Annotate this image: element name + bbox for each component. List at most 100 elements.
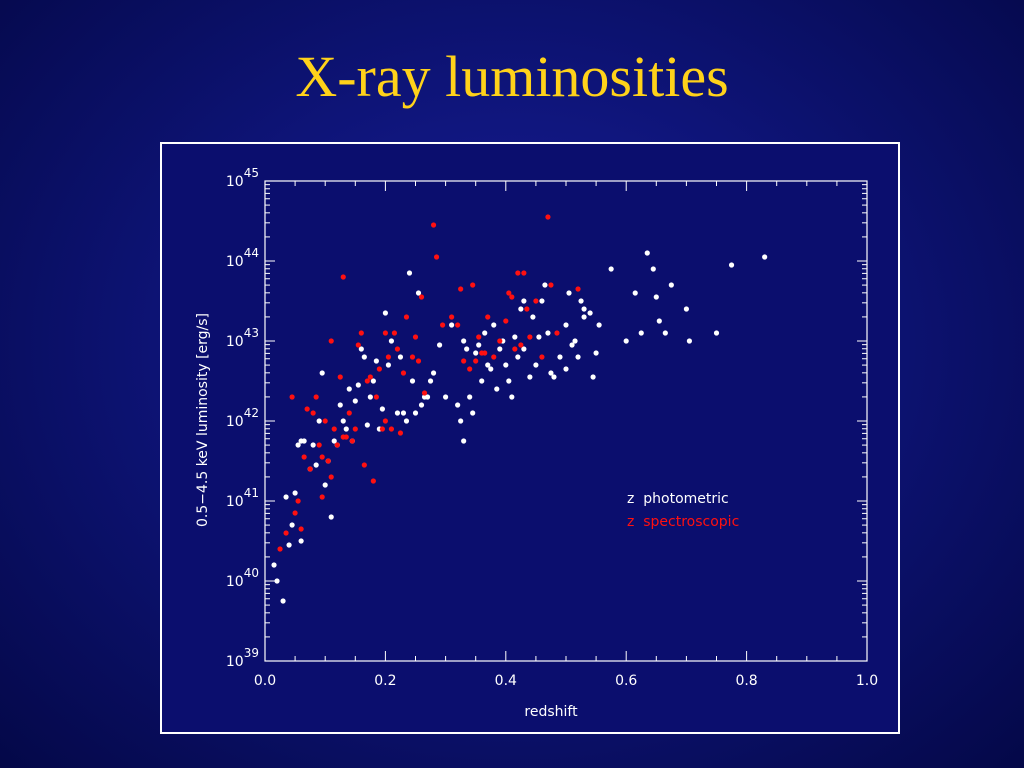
data-point	[400, 410, 407, 416]
data-point	[506, 290, 512, 296]
data-point	[331, 438, 337, 444]
data-point	[322, 482, 328, 488]
data-point	[506, 378, 512, 384]
data-point	[364, 422, 370, 428]
legend-entry-spectroscopic: z spectroscopic	[627, 514, 739, 530]
data-point	[491, 322, 497, 328]
data-point	[650, 266, 656, 272]
data-point	[536, 334, 542, 340]
legend-entry-photometric: z photometric	[627, 491, 729, 507]
data-point	[382, 330, 388, 336]
data-point	[713, 330, 720, 336]
series-spectroscopic	[277, 214, 581, 552]
data-point	[593, 350, 599, 356]
y-tick-base: 10	[226, 654, 244, 670]
data-point	[470, 410, 476, 416]
data-point	[352, 398, 358, 404]
data-point	[470, 282, 476, 288]
y-tick-label: 1044	[226, 246, 259, 270]
x-axis-label: redshift	[524, 704, 578, 720]
data-point	[581, 314, 587, 320]
y-tick-base: 10	[226, 174, 244, 190]
data-point	[563, 322, 569, 328]
y-tick-base: 10	[226, 414, 244, 430]
y-tick-exponent: 40	[244, 566, 259, 580]
data-point	[397, 354, 404, 360]
data-point	[476, 342, 482, 348]
data-point	[397, 430, 404, 436]
data-point	[590, 374, 596, 380]
data-point	[277, 546, 283, 552]
data-point	[382, 310, 388, 316]
data-point	[563, 366, 569, 372]
data-point	[683, 306, 690, 312]
data-point	[455, 322, 461, 328]
data-point	[310, 442, 316, 448]
y-tick-label: 1045	[226, 166, 259, 190]
data-point	[391, 330, 398, 336]
data-point	[458, 418, 464, 424]
data-point	[512, 334, 518, 340]
data-point	[298, 438, 304, 444]
data-point	[430, 222, 437, 228]
data-point	[608, 266, 614, 272]
data-point	[467, 394, 473, 400]
data-point	[421, 390, 428, 396]
data-point	[521, 298, 527, 304]
data-point	[319, 494, 325, 500]
data-point	[346, 386, 352, 392]
data-point	[497, 346, 503, 352]
data-point	[313, 394, 319, 400]
data-point	[458, 286, 464, 292]
data-point	[638, 330, 644, 336]
y-tick-label: 1041	[226, 486, 259, 510]
data-point	[644, 250, 650, 256]
data-point	[373, 358, 379, 364]
data-point	[473, 350, 479, 356]
data-point	[656, 318, 662, 324]
data-point	[349, 438, 355, 444]
data-point	[292, 510, 298, 516]
data-point	[280, 598, 286, 604]
data-point	[298, 538, 304, 544]
data-point	[394, 410, 401, 416]
data-point	[331, 426, 337, 432]
data-point	[509, 394, 515, 400]
data-point	[325, 458, 331, 464]
data-point	[403, 314, 410, 320]
data-point	[482, 330, 488, 336]
data-point	[283, 494, 289, 500]
data-point	[427, 378, 434, 384]
data-point	[436, 342, 443, 348]
data-point	[662, 330, 668, 336]
data-point	[292, 490, 298, 496]
data-point	[403, 418, 410, 424]
data-point	[328, 338, 334, 344]
y-tick-label: 1040	[226, 566, 259, 590]
data-point	[449, 322, 455, 328]
data-point	[548, 282, 554, 288]
data-point	[406, 270, 413, 276]
data-point	[352, 426, 358, 432]
series-photometric	[271, 250, 768, 604]
data-point	[533, 362, 539, 368]
data-point	[527, 334, 533, 340]
data-point	[412, 410, 419, 416]
plot-frame: 1039 1040 1041 1042 1043 1044 1045 0.0 0.2 0.4 0.…	[160, 142, 900, 734]
data-point	[539, 354, 545, 360]
data-point	[361, 462, 367, 468]
data-point	[485, 362, 491, 368]
data-point	[476, 334, 482, 340]
data-point	[467, 366, 473, 372]
data-point	[319, 370, 325, 376]
data-point	[581, 306, 587, 312]
data-point	[551, 374, 557, 380]
y-axis-label: 0.5−4.5 keV luminosity [erg/s]	[195, 313, 211, 527]
data-point	[373, 394, 379, 400]
data-point	[533, 298, 539, 304]
y-tick-label: 1043	[226, 326, 259, 350]
data-point	[464, 346, 470, 352]
data-point	[394, 346, 401, 352]
data-point	[521, 270, 527, 276]
